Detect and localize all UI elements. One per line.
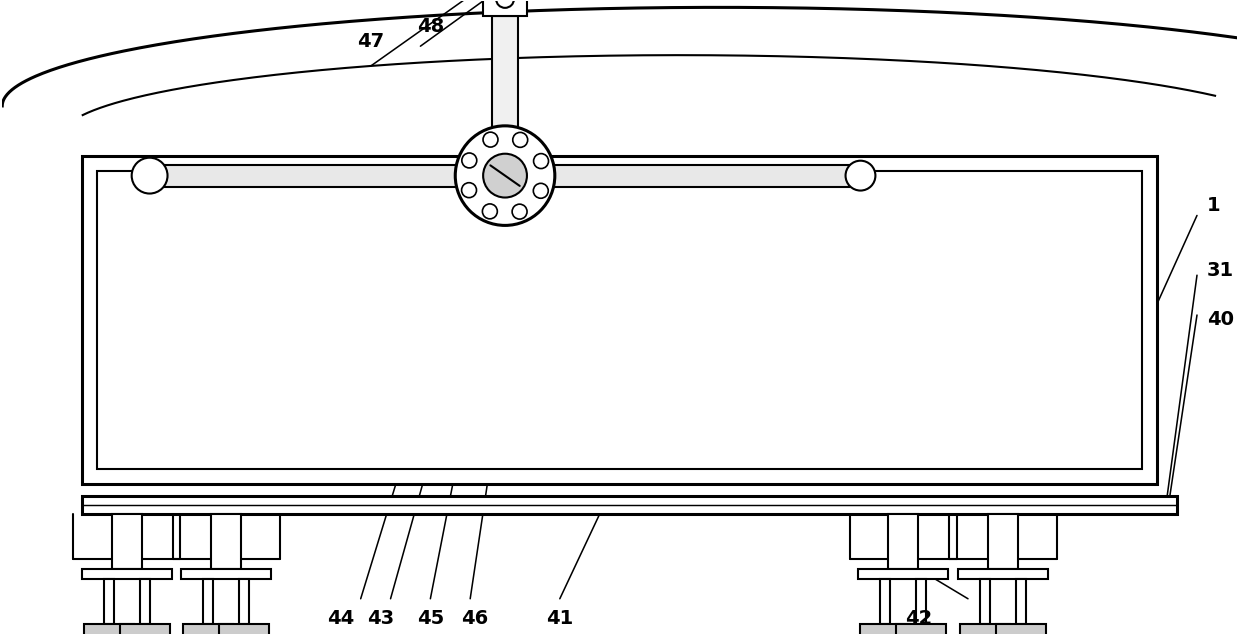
Text: 44: 44 [327, 609, 355, 628]
Bar [549, 164, 848, 187]
Text: 46: 46 [461, 609, 489, 628]
Bar [82, 569, 171, 579]
Text: 40: 40 [1207, 311, 1234, 330]
Circle shape [533, 154, 548, 168]
Bar [897, 624, 946, 635]
Text: 42: 42 [905, 609, 931, 628]
Bar [888, 514, 919, 569]
Bar [120, 624, 170, 635]
Circle shape [461, 183, 476, 197]
Text: 45: 45 [417, 609, 444, 628]
Bar [97, 171, 1142, 469]
Bar [960, 624, 1009, 635]
Bar [82, 156, 1157, 485]
Circle shape [455, 126, 554, 225]
Bar [239, 579, 249, 624]
Bar [82, 496, 1177, 514]
Bar [988, 514, 1018, 569]
Text: 47: 47 [357, 32, 384, 51]
Bar [858, 569, 949, 579]
Bar [184, 624, 233, 635]
Circle shape [484, 154, 527, 197]
Circle shape [482, 204, 497, 219]
Circle shape [533, 184, 548, 198]
Text: 1: 1 [1207, 196, 1220, 215]
Bar [861, 624, 910, 635]
Bar [484, 0, 527, 17]
Circle shape [513, 133, 528, 147]
Bar [492, 17, 518, 161]
Circle shape [846, 161, 875, 190]
Bar [916, 579, 926, 624]
Circle shape [484, 132, 498, 147]
Bar [959, 569, 1048, 579]
Circle shape [512, 204, 527, 219]
Bar [140, 579, 150, 624]
Bar [84, 624, 134, 635]
Bar [996, 624, 1045, 635]
Circle shape [496, 0, 515, 8]
Bar [203, 579, 213, 624]
Bar [211, 514, 242, 569]
Bar [112, 514, 141, 569]
Bar [219, 624, 269, 635]
Circle shape [131, 157, 167, 194]
Text: 31: 31 [1207, 261, 1234, 279]
Text: 43: 43 [367, 609, 394, 628]
Bar [181, 569, 272, 579]
Circle shape [461, 153, 476, 168]
Text: 41: 41 [546, 609, 573, 628]
Bar [161, 164, 460, 187]
Bar [104, 579, 114, 624]
Bar [1016, 579, 1025, 624]
Bar [980, 579, 990, 624]
Text: 48: 48 [417, 17, 444, 36]
Bar [880, 579, 890, 624]
